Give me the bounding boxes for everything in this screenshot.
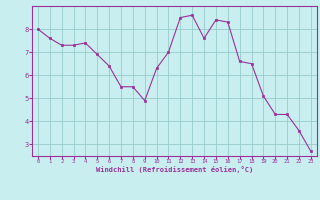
X-axis label: Windchill (Refroidissement éolien,°C): Windchill (Refroidissement éolien,°C) xyxy=(96,166,253,173)
